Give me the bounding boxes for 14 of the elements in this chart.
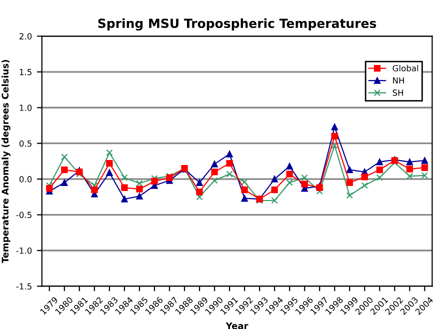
y-tick-label: -1.5 (16, 283, 32, 290)
y-tick-label: -1.0 (16, 247, 32, 254)
y-tick-label: 1.5 (20, 69, 32, 76)
legend-label: NH (393, 77, 404, 84)
y-tick-label: 0.5 (19, 140, 32, 147)
y-axis-title: Temperature Anomaly (degrees Celsius) (2, 60, 10, 264)
y-tick-label: 1.0 (20, 104, 32, 111)
legend-label: SH (392, 90, 403, 96)
legend-label: Global (392, 64, 418, 72)
y-tick-label: -0.5 (16, 212, 32, 218)
x-axis-title: Year (226, 322, 248, 329)
y-tick-label: 0.0 (19, 176, 32, 182)
chart-title: Spring MSU Tropospheric Temperatures (98, 18, 376, 31)
y-tick-label: 2.0 (20, 33, 32, 40)
